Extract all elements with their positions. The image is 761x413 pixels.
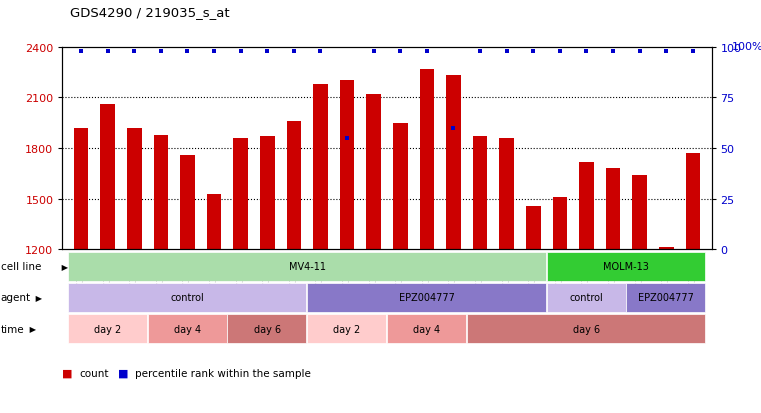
Point bbox=[607, 48, 619, 55]
Text: EPZ004777: EPZ004777 bbox=[638, 293, 694, 303]
Text: ▶: ▶ bbox=[33, 293, 42, 302]
Bar bbox=[393, 123, 408, 250]
Point bbox=[634, 48, 646, 55]
Bar bbox=[552, 197, 567, 250]
Text: EPZ004777: EPZ004777 bbox=[399, 293, 455, 303]
Text: control: control bbox=[570, 293, 603, 303]
Point bbox=[261, 48, 273, 55]
Bar bbox=[366, 95, 381, 250]
Point bbox=[447, 125, 460, 132]
Point bbox=[181, 48, 193, 55]
Text: day 4: day 4 bbox=[413, 324, 441, 334]
Text: time: time bbox=[1, 324, 24, 334]
Text: day 2: day 2 bbox=[333, 324, 361, 334]
Text: cell line: cell line bbox=[1, 261, 41, 271]
Text: day 6: day 6 bbox=[573, 324, 600, 334]
Bar bbox=[339, 81, 355, 250]
Point bbox=[687, 48, 699, 55]
Point bbox=[234, 48, 247, 55]
Point bbox=[554, 48, 566, 55]
Text: MV4-11: MV4-11 bbox=[288, 261, 326, 271]
Text: day 2: day 2 bbox=[94, 324, 121, 334]
Text: control: control bbox=[170, 293, 204, 303]
Point bbox=[368, 48, 380, 55]
Bar bbox=[74, 128, 88, 250]
Point bbox=[288, 48, 300, 55]
Bar bbox=[207, 194, 221, 250]
Point bbox=[501, 48, 513, 55]
Point bbox=[128, 48, 140, 55]
Bar bbox=[526, 207, 540, 250]
Y-axis label: 100%: 100% bbox=[731, 41, 761, 51]
Point bbox=[341, 135, 353, 142]
Text: day 6: day 6 bbox=[253, 324, 281, 334]
Bar bbox=[579, 162, 594, 250]
Text: ■: ■ bbox=[62, 368, 73, 378]
Point bbox=[421, 48, 433, 55]
Point bbox=[661, 48, 673, 55]
Bar bbox=[287, 122, 301, 250]
Text: MOLM-13: MOLM-13 bbox=[603, 261, 649, 271]
Text: GDS4290 / 219035_s_at: GDS4290 / 219035_s_at bbox=[70, 6, 230, 19]
Bar bbox=[180, 155, 195, 250]
Point bbox=[581, 48, 593, 55]
Bar bbox=[154, 135, 168, 250]
Point bbox=[75, 48, 87, 55]
Bar bbox=[234, 139, 248, 250]
Bar bbox=[606, 169, 620, 250]
Bar bbox=[313, 85, 328, 250]
Point bbox=[208, 48, 220, 55]
Point bbox=[314, 48, 326, 55]
Point bbox=[474, 48, 486, 55]
Point bbox=[154, 48, 167, 55]
Bar bbox=[499, 139, 514, 250]
Bar bbox=[446, 76, 461, 250]
Point bbox=[394, 48, 406, 55]
Point bbox=[527, 48, 540, 55]
Bar bbox=[100, 105, 115, 250]
Bar bbox=[473, 137, 487, 250]
Bar bbox=[686, 154, 700, 250]
Bar bbox=[632, 176, 647, 250]
Bar bbox=[127, 128, 142, 250]
Point bbox=[101, 48, 113, 55]
Text: day 4: day 4 bbox=[174, 324, 201, 334]
Text: ▶: ▶ bbox=[59, 262, 68, 271]
Text: ▶: ▶ bbox=[27, 325, 36, 334]
Bar bbox=[659, 247, 673, 250]
Text: count: count bbox=[79, 368, 109, 378]
Text: ■: ■ bbox=[118, 368, 129, 378]
Text: percentile rank within the sample: percentile rank within the sample bbox=[135, 368, 310, 378]
Text: agent: agent bbox=[1, 293, 31, 303]
Bar bbox=[260, 137, 275, 250]
Bar bbox=[419, 69, 435, 250]
